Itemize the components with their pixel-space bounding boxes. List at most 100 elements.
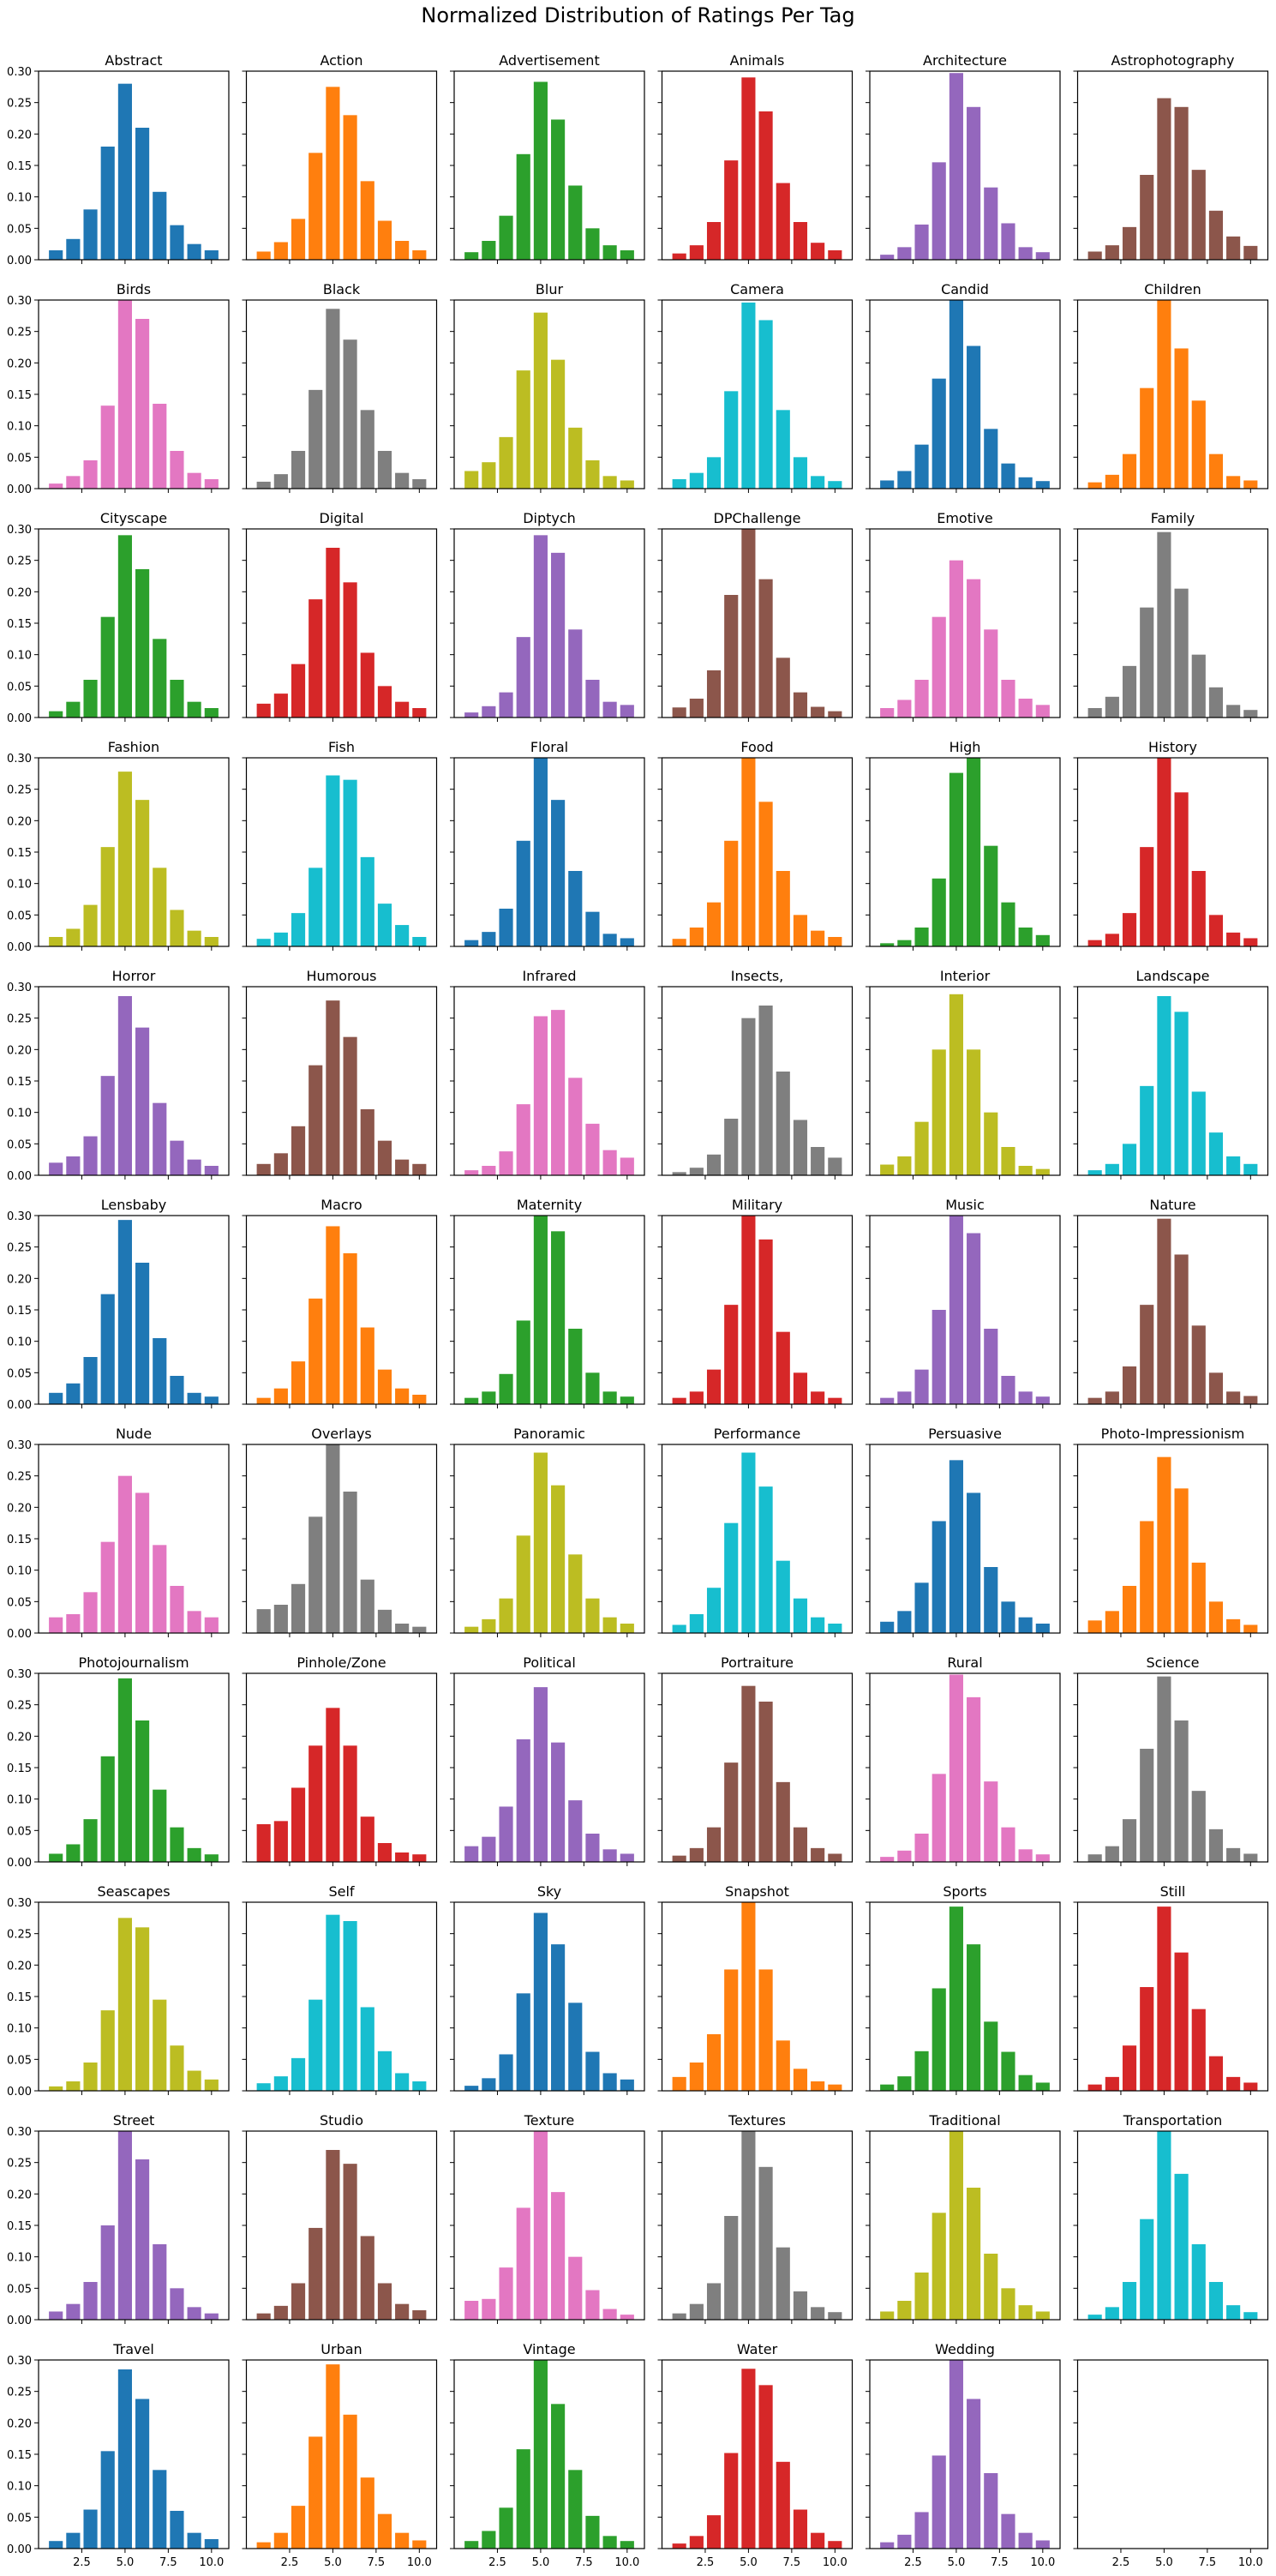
bar bbox=[672, 1855, 686, 1862]
bar bbox=[672, 479, 686, 489]
bar bbox=[811, 1391, 825, 1404]
bar bbox=[117, 535, 132, 718]
bar bbox=[706, 1827, 722, 1862]
bar bbox=[309, 1999, 323, 2091]
bar bbox=[1208, 2282, 1224, 2320]
bar bbox=[1105, 2307, 1119, 2320]
bar bbox=[187, 243, 201, 260]
bar bbox=[1140, 607, 1154, 718]
bar bbox=[724, 160, 739, 260]
bar bbox=[914, 680, 929, 718]
bar bbox=[793, 1372, 808, 1404]
bar bbox=[377, 904, 392, 946]
bar bbox=[551, 2404, 566, 2549]
bar bbox=[1174, 1952, 1189, 2091]
bar bbox=[1018, 699, 1033, 718]
subplot-title: Candid bbox=[941, 281, 989, 297]
bar bbox=[256, 939, 271, 946]
y-tick-label: 0.05 bbox=[7, 1596, 32, 1609]
bar bbox=[811, 1847, 825, 1862]
bar bbox=[1157, 1218, 1171, 1404]
bar bbox=[482, 706, 496, 718]
bar bbox=[377, 220, 392, 260]
x-tick-label: 7.5 bbox=[575, 2556, 593, 2569]
bar bbox=[499, 2507, 513, 2549]
bar bbox=[1105, 1391, 1119, 1404]
bar bbox=[1035, 1396, 1050, 1404]
bar bbox=[1140, 387, 1154, 489]
bar bbox=[1140, 1987, 1154, 2091]
bar bbox=[291, 451, 306, 489]
subplot-title: Overlays bbox=[311, 1426, 372, 1442]
bar bbox=[326, 1226, 340, 1404]
bar bbox=[412, 2310, 427, 2320]
bar bbox=[1226, 2076, 1241, 2091]
bar bbox=[291, 2283, 306, 2320]
bar bbox=[1243, 938, 1258, 946]
bar bbox=[170, 1140, 184, 1175]
bar bbox=[1157, 1456, 1171, 1633]
bar bbox=[689, 472, 704, 489]
bar bbox=[499, 909, 513, 946]
bar bbox=[326, 2364, 340, 2549]
bar bbox=[914, 2051, 929, 2091]
bar bbox=[776, 2040, 790, 2091]
bar bbox=[811, 2307, 825, 2320]
bar bbox=[967, 1049, 981, 1175]
bar bbox=[724, 1522, 739, 1633]
bar bbox=[482, 1618, 496, 1633]
y-tick-label: 0.30 bbox=[7, 1210, 32, 1223]
bar bbox=[49, 2311, 63, 2320]
bar bbox=[880, 2542, 895, 2549]
x-tick-label: 7.5 bbox=[991, 2556, 1009, 2569]
bar bbox=[412, 708, 427, 718]
bar bbox=[585, 460, 600, 489]
bar bbox=[516, 153, 530, 260]
bar bbox=[706, 1154, 722, 1175]
y-tick-label: 0.25 bbox=[7, 327, 32, 339]
bar bbox=[170, 451, 184, 489]
x-tick-label: 2.5 bbox=[73, 2556, 91, 2569]
bar bbox=[360, 410, 374, 489]
bar bbox=[291, 1787, 306, 1862]
bar bbox=[499, 2054, 513, 2091]
bar bbox=[117, 1918, 132, 2091]
subplot-title: Children bbox=[1144, 281, 1201, 297]
bar bbox=[499, 2267, 513, 2320]
y-tick-label: 0.10 bbox=[7, 1336, 32, 1349]
bar bbox=[689, 1168, 704, 1175]
bar bbox=[1122, 913, 1137, 946]
subplot-title: Architecture bbox=[923, 52, 1007, 69]
bar bbox=[273, 1153, 288, 1175]
bar bbox=[1122, 226, 1137, 260]
bar bbox=[776, 1072, 790, 1175]
subplot-title: Seascapes bbox=[97, 1883, 170, 1900]
bar bbox=[66, 1383, 81, 1404]
x-tick-label: 5.0 bbox=[948, 2556, 966, 2569]
bar bbox=[309, 2436, 323, 2549]
bar bbox=[1174, 1012, 1189, 1175]
bar bbox=[793, 2509, 808, 2549]
y-tick-label: 0.05 bbox=[7, 681, 32, 694]
bar bbox=[568, 185, 583, 260]
bar bbox=[828, 250, 842, 260]
y-tick-label: 0.05 bbox=[7, 1367, 32, 1380]
bar bbox=[585, 2515, 600, 2549]
bar bbox=[793, 1120, 808, 1175]
y-tick-label: 0.25 bbox=[7, 1700, 32, 1713]
bar bbox=[741, 1452, 756, 1633]
bar bbox=[967, 2399, 981, 2549]
y-tick-label: 0.30 bbox=[7, 982, 32, 994]
subplot-title: Wedding bbox=[935, 2341, 995, 2357]
bar bbox=[585, 1598, 600, 1633]
y-tick-label: 0.00 bbox=[7, 483, 32, 496]
bar bbox=[949, 2360, 963, 2549]
bar bbox=[135, 1263, 150, 1404]
bar bbox=[551, 1231, 566, 1404]
subplot-title: Nude bbox=[116, 1426, 152, 1442]
y-tick-label: 0.20 bbox=[7, 1731, 32, 1744]
subplot-title: Political bbox=[523, 1654, 576, 1671]
bar bbox=[395, 241, 410, 260]
bar bbox=[949, 1674, 963, 1862]
bar bbox=[256, 2083, 271, 2091]
